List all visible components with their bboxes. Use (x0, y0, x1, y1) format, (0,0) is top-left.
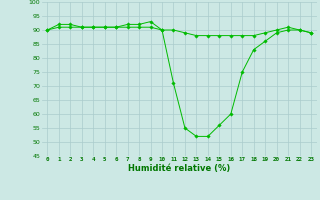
X-axis label: Humidité relative (%): Humidité relative (%) (128, 164, 230, 173)
